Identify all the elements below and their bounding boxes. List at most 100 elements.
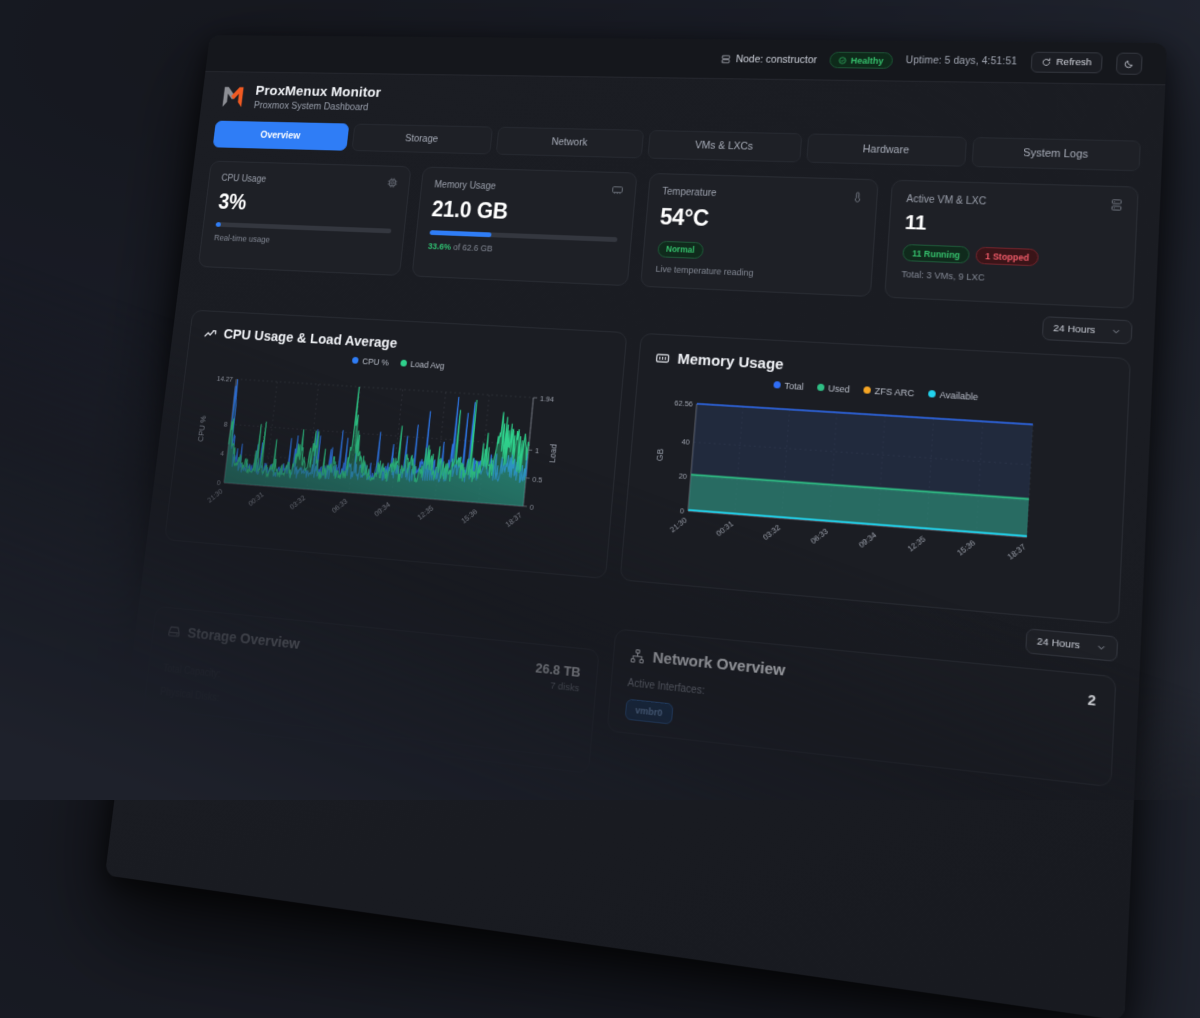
health-label: Healthy [851,55,884,65]
trending-up-icon [203,326,217,341]
memory-chart-title: Memory Usage [677,350,784,373]
tab-storage[interactable]: Storage [351,124,493,155]
dashboard-window: Node: constructor Healthy Uptime: 5 days… [105,35,1167,1018]
chevron-down-icon [1111,326,1121,336]
svg-text:12:35: 12:35 [416,503,435,521]
svg-text:CPU %: CPU % [196,414,208,441]
thermometer-icon [851,190,865,203]
svg-text:06:33: 06:33 [330,496,349,514]
svg-text:1.94: 1.94 [540,394,555,404]
tab-hardware[interactable]: Hardware [806,133,968,166]
svg-text:8: 8 [223,420,228,429]
temperature-badge: Normal [657,240,704,258]
svg-text:00:31: 00:31 [247,490,265,508]
server-stack-icon [1109,198,1124,212]
chevron-down-icon [1096,642,1107,653]
cpu-usage-card: CPU Usage 3% Real-time usage [198,161,411,276]
temperature-label: Temperature [662,187,863,204]
svg-text:03:32: 03:32 [761,522,782,541]
status-badge: Healthy [829,52,893,69]
vms-running-badge: 11 Running [902,244,970,264]
theme-toggle-button[interactable] [1116,52,1143,74]
temperature-card: Temperature 54°C Normal Live temperature… [640,173,879,297]
server-icon [721,54,731,64]
legend-item-load: Load Avg [400,358,445,370]
cpu-chart-title: CPU Usage & Load Average [223,326,398,351]
network-title: Network Overview [652,648,786,679]
time-range-select[interactable]: 24 Hours [1042,316,1133,344]
svg-text:GB: GB [654,447,665,460]
svg-text:18:37: 18:37 [504,510,524,529]
refresh-icon [1041,58,1051,67]
storage-disk-count: 7 disks [534,678,580,694]
svg-text:09:34: 09:34 [373,500,392,518]
cpu-usage-bar [215,222,391,233]
page-subtitle: Proxmox System Dashboard [253,100,380,113]
time-range-value: 24 Hours [1053,322,1096,335]
memory-usage-value: 21.0 GB [431,197,621,229]
svg-text:0: 0 [679,506,684,516]
memory-chart-panel: Memory Usage Total Used ZFS ARC Availabl… [619,332,1131,623]
time-range-value-2: 24 Hours [1037,635,1081,651]
svg-text:06:33: 06:33 [808,526,829,546]
refresh-label: Refresh [1056,57,1092,68]
active-vm-lxc-card: Active VM & LXC 11 11 Running 1 Stopped … [884,180,1138,309]
storage-title: Storage Overview [187,624,301,652]
vms-stopped-badge: 1 Stopped [975,247,1039,267]
refresh-button[interactable]: Refresh [1030,52,1103,74]
memory-usage-bar [429,230,617,242]
network-interface-badge[interactable]: vmbr0 [624,698,673,724]
svg-text:15:36: 15:36 [460,506,479,525]
cpu-usage-label: CPU Usage [221,174,397,189]
svg-text:Load: Load [547,443,558,463]
storage-head-right: 26.8 TB 7 disks [534,660,582,695]
proxmenux-m-logo [219,83,247,110]
check-circle-icon [839,56,848,64]
svg-text:18:37: 18:37 [1005,541,1027,561]
page-title: ProxMenux Monitor [255,83,382,101]
legend-item-available: Available [928,388,979,401]
active-vm-lxc-value: 11 [904,212,1121,243]
memory-total: of 62.6 GB [451,242,493,253]
svg-text:14.27: 14.27 [216,374,233,384]
memory-usage-note: 33.6% of 62.6 GB [428,241,617,258]
svg-text:0.5: 0.5 [532,474,543,484]
legend-item-total: Total [773,380,804,392]
svg-text:15:36: 15:36 [955,537,977,557]
tab-overview[interactable]: Overview [213,121,349,151]
active-vm-lxc-label: Active VM & LXC [906,194,1122,212]
svg-text:0: 0 [216,478,221,487]
node-label: Node: constructor [735,53,817,65]
svg-text:09:34: 09:34 [857,530,878,550]
network-head-right: 2 [1087,691,1096,708]
temperature-note: Live temperature reading [655,263,857,281]
network-title-row: Network Overview [629,646,786,679]
memory-stick-icon [610,183,623,196]
storage-total-value: 26.8 TB [535,660,581,680]
memory-stick-icon [654,350,670,366]
svg-text:21:30: 21:30 [206,486,224,504]
svg-text:12:35: 12:35 [905,533,927,553]
svg-text:1: 1 [535,446,540,455]
network-interface-count: 2 [1087,691,1096,708]
svg-text:00:31: 00:31 [714,518,735,537]
cpu-load-chart-panel: CPU Usage & Load Average CPU % Load Avg … [164,309,627,578]
cpu-chip-icon [386,177,399,189]
tab-network[interactable]: Network [496,127,644,159]
svg-text:20: 20 [678,471,687,481]
svg-text:0: 0 [529,502,534,511]
tab-vms-lxcs[interactable]: VMs & LXCs [647,130,802,162]
hard-drive-icon [167,623,182,639]
cpu-usage-note: Real-time usage [214,233,390,249]
storage-panel-head: Storage Overview 26.8 TB 7 disks [165,622,581,694]
node-indicator: Node: constructor [721,53,817,65]
storage-overview-panel: Storage Overview 26.8 TB 7 disks Total C… [142,605,600,773]
legend-item-cpu: CPU % [352,355,389,367]
network-nodes-icon [629,647,645,664]
legend-item-zfs-arc: ZFS ARC [863,385,915,398]
legend-item-used: Used [817,382,851,394]
tab-system-logs[interactable]: System Logs [972,137,1141,171]
memory-percent: 33.6% [428,241,452,251]
